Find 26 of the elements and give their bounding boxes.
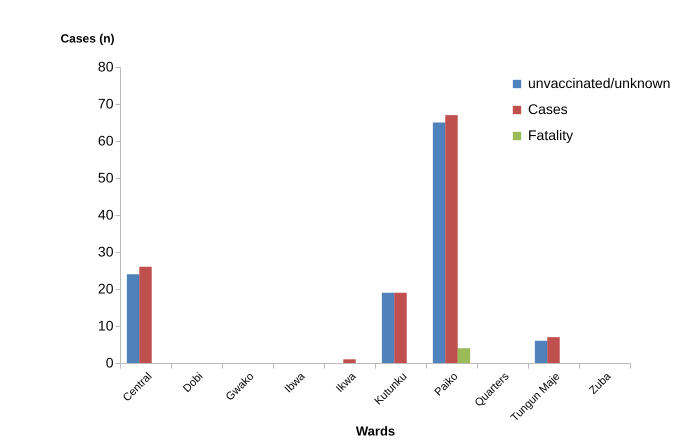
legend-label: Cases — [528, 101, 568, 117]
x-tick-label: Ibwa — [282, 370, 308, 396]
bar — [139, 266, 152, 363]
y-tick-label: 0 — [106, 354, 114, 370]
y-tick-label: 20 — [98, 280, 114, 296]
bar — [534, 340, 548, 363]
x-tick-label: Ikwa — [334, 370, 360, 395]
bar — [432, 122, 446, 363]
bar — [394, 292, 407, 363]
bar — [343, 359, 356, 363]
y-tick-label: 70 — [98, 96, 114, 112]
bar — [382, 292, 394, 363]
legend-label: Fatality — [528, 127, 574, 143]
y-axis-title: Cases (n) — [60, 32, 115, 46]
y-tick-label: 60 — [98, 132, 114, 148]
legend-label: unvaccinated/unknown — [528, 75, 670, 91]
y-tick-label: 10 — [98, 318, 114, 334]
y-tick-label: 40 — [98, 206, 114, 222]
bar — [547, 337, 560, 363]
x-axis-title: Wards — [356, 423, 396, 438]
bar — [126, 274, 140, 363]
bar — [458, 348, 470, 363]
y-tick-label: 50 — [98, 170, 114, 186]
y-tick-label: 80 — [98, 58, 114, 74]
y-tick-label: 30 — [98, 244, 114, 260]
bar — [445, 115, 458, 363]
